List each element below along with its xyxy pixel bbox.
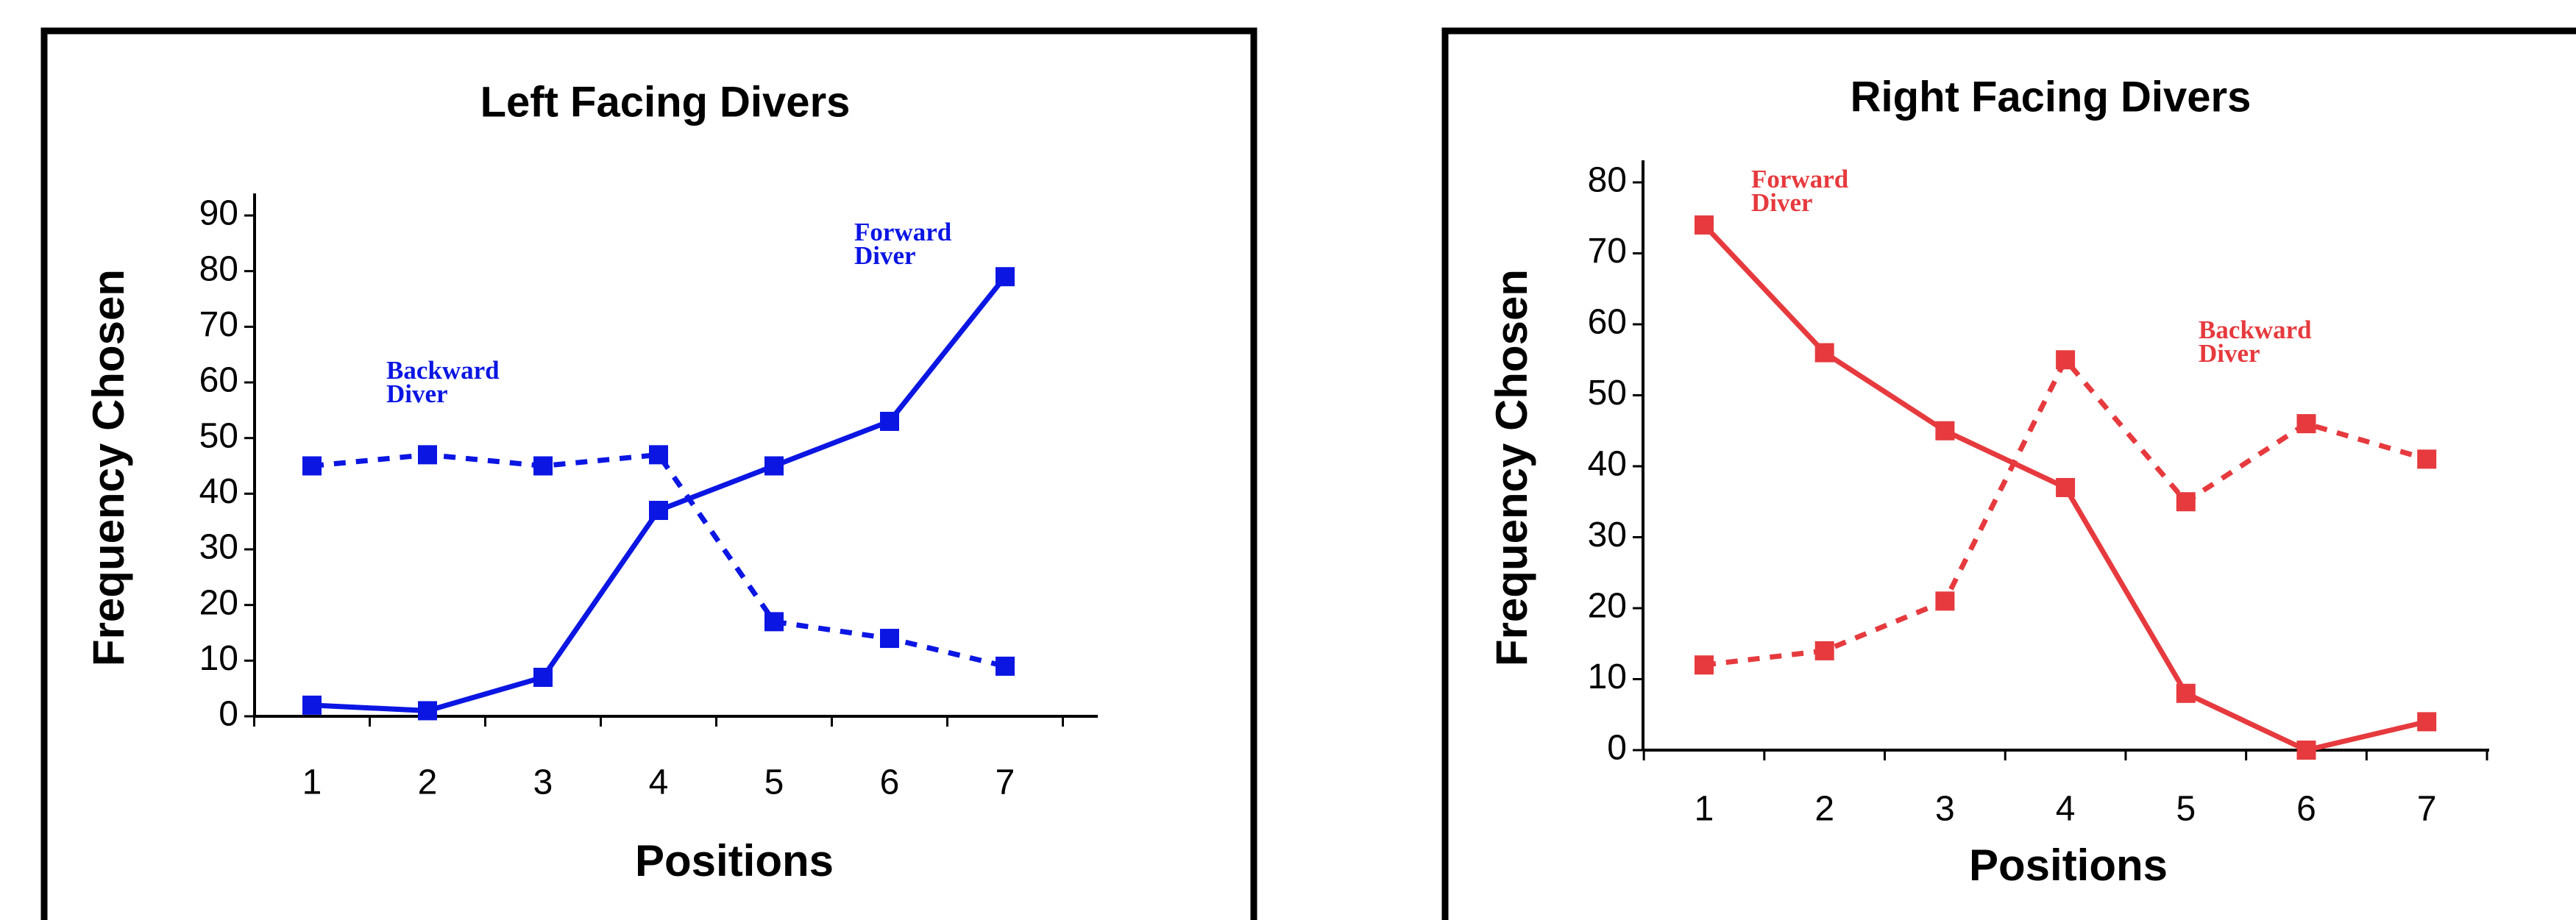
y-axis-label: Frequency Chosen — [1487, 269, 1536, 666]
data-point — [764, 457, 784, 476]
x-tick-label: 7 — [996, 763, 1015, 802]
y-tick-label: 0 — [219, 695, 238, 734]
data-point — [1695, 655, 1714, 674]
chart-title: Left Facing Divers — [480, 78, 851, 126]
data-point — [1935, 421, 1954, 441]
x-tick-label: 2 — [418, 763, 438, 802]
x-tick-label: 1 — [1695, 790, 1714, 829]
y-tick-label: 30 — [1588, 516, 1627, 555]
y-tick-label: 80 — [1588, 161, 1627, 200]
y-tick-label: 70 — [199, 305, 238, 344]
data-point — [418, 701, 437, 720]
y-tick-label: 0 — [1607, 729, 1627, 768]
annotation-text: Backward Diver — [2199, 318, 2324, 365]
data-point — [649, 445, 668, 464]
series-annotation: Forward Diver — [854, 221, 1001, 294]
data-point — [1695, 215, 1714, 235]
data-point — [302, 457, 322, 476]
x-axis-label: Positions — [635, 836, 834, 885]
x-tick-label: 4 — [2056, 790, 2076, 829]
y-tick-label: 60 — [1588, 303, 1627, 342]
y-tick-label: 30 — [199, 528, 238, 567]
annotation-text: Forward Diver — [1751, 168, 1876, 214]
x-tick-label: 6 — [2296, 790, 2316, 829]
data-point — [996, 657, 1015, 676]
y-tick-label: 20 — [1588, 587, 1627, 626]
x-tick-label: 3 — [1935, 790, 1955, 829]
data-point — [2417, 712, 2436, 731]
data-point — [1815, 641, 1834, 660]
series-line — [1704, 360, 2427, 665]
data-point — [2056, 350, 2075, 369]
y-tick-label: 40 — [199, 472, 238, 511]
series-annotation: Backward Diver — [2199, 318, 2346, 392]
data-point — [2176, 684, 2196, 703]
annotation-text: Backward Diver — [386, 359, 511, 405]
x-tick-label: 1 — [302, 763, 322, 802]
y-axis-label: Frequency Chosen — [84, 269, 133, 666]
page: Left Facing Divers Frequency Chosen Positi… — [0, 0, 2576, 920]
y-tick-label: 80 — [199, 249, 238, 288]
x-axis-label: Positions — [1969, 841, 2168, 890]
x-tick-label: 5 — [2176, 790, 2196, 829]
y-tick-label: 10 — [1588, 657, 1627, 696]
y-tick-label: 20 — [199, 583, 238, 622]
x-tick-label: 7 — [2417, 790, 2437, 829]
data-point — [649, 501, 668, 520]
y-tick-label: 40 — [1588, 445, 1627, 484]
y-tick-label: 90 — [199, 194, 238, 233]
data-point — [2297, 414, 2316, 433]
chart-title: Right Facing Divers — [1851, 73, 2252, 121]
y-tick-label: 50 — [1588, 374, 1627, 413]
x-tick-label: 2 — [1814, 790, 1834, 829]
x-tick-label: 3 — [533, 763, 553, 802]
y-tick-label: 50 — [199, 416, 238, 455]
data-point — [302, 696, 322, 715]
data-point — [533, 668, 553, 687]
series-annotation: Forward Diver — [1751, 168, 1898, 241]
data-point — [2297, 741, 2316, 760]
data-point — [880, 629, 899, 648]
series-line — [312, 277, 1005, 710]
x-tick-label: 5 — [764, 763, 784, 802]
series-line — [312, 454, 1005, 666]
data-point — [764, 612, 784, 631]
y-tick-label: 10 — [199, 639, 238, 678]
annotation-text: Forward Diver — [854, 221, 979, 267]
series-annotation: Backward Diver — [386, 359, 533, 432]
y-tick-label: 60 — [199, 361, 238, 400]
x-tick-label: 6 — [880, 763, 900, 802]
data-point — [418, 445, 437, 464]
data-point — [2417, 449, 2436, 468]
y-tick-label: 70 — [1588, 232, 1627, 271]
data-point — [1935, 591, 1954, 610]
data-point — [880, 412, 899, 431]
data-point — [533, 457, 553, 476]
data-point — [1815, 343, 1834, 363]
data-point — [2176, 492, 2196, 511]
x-tick-label: 4 — [649, 763, 669, 802]
data-point — [2056, 478, 2075, 497]
